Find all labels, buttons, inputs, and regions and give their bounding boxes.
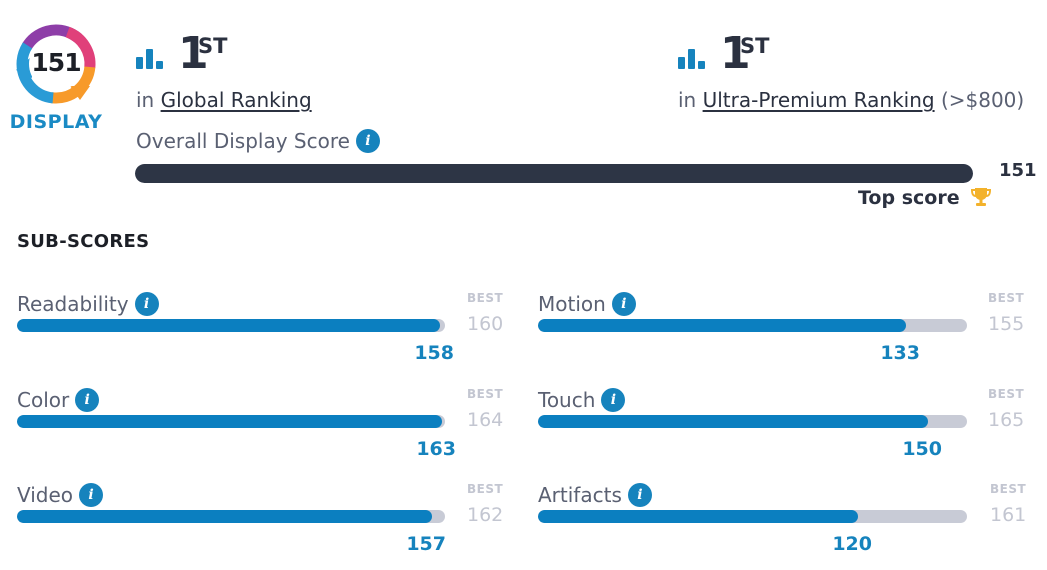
sub-score-video: Video i BEST 162 157 bbox=[17, 482, 504, 570]
best-label: BEST bbox=[988, 387, 1025, 401]
global-ranking-link[interactable]: Global Ranking bbox=[160, 88, 312, 112]
bar-chart-icon bbox=[136, 49, 163, 69]
sub-score-readability: Readability i BEST 160 158 bbox=[17, 291, 504, 382]
price-range: (>$800) bbox=[940, 88, 1025, 112]
sub-score-value: 163 bbox=[416, 438, 456, 460]
best-value: 164 bbox=[467, 409, 504, 431]
sub-score-value: 133 bbox=[880, 342, 920, 364]
best-label: BEST bbox=[467, 482, 504, 496]
sub-score-fill bbox=[17, 510, 432, 523]
sub-score-bar bbox=[17, 319, 445, 332]
sub-score-name: Touch i bbox=[538, 387, 626, 414]
best-value: 161 bbox=[990, 504, 1027, 526]
overall-score-label: Overall Display Score i bbox=[136, 128, 380, 155]
best-label: BEST bbox=[988, 291, 1025, 305]
bar-chart-icon bbox=[678, 49, 705, 69]
best-label: BEST bbox=[467, 387, 504, 401]
sub-score-label: Motion bbox=[538, 292, 606, 316]
sub-score-motion: Motion i BEST 155 133 bbox=[538, 291, 1025, 382]
sub-score-bar bbox=[538, 319, 967, 332]
display-score-badge: 151 DISPLAY bbox=[8, 20, 104, 135]
sub-score-name: Video i bbox=[17, 482, 104, 509]
sub-score-artifacts: Artifacts i BEST 161 120 bbox=[538, 482, 1027, 570]
badge-score: 151 bbox=[31, 48, 81, 77]
info-icon[interactable]: i bbox=[611, 291, 636, 316]
best-label: BEST bbox=[467, 291, 504, 305]
sub-score-label: Color bbox=[17, 388, 70, 412]
sub-score-name: Readability i bbox=[17, 291, 159, 318]
trophy-icon bbox=[971, 187, 992, 206]
sub-score-bar bbox=[538, 415, 967, 428]
info-icon[interactable]: i bbox=[627, 482, 652, 507]
info-icon[interactable]: i bbox=[134, 291, 159, 316]
sub-score-fill bbox=[17, 319, 440, 332]
sub-score-bar bbox=[538, 510, 967, 523]
best-label: BEST bbox=[990, 482, 1027, 496]
rank-suffix: ST bbox=[198, 34, 228, 58]
ultra-premium-ranking-link[interactable]: Ultra-Premium Ranking bbox=[702, 88, 935, 112]
sub-score-value: 157 bbox=[406, 533, 446, 555]
overall-score-text: Overall Display Score bbox=[136, 129, 350, 153]
best-value: 165 bbox=[988, 409, 1025, 431]
rank-prefix: in bbox=[678, 88, 697, 112]
sub-score-touch: Touch i BEST 165 150 bbox=[538, 387, 1025, 478]
best-value: 160 bbox=[467, 313, 504, 335]
best-value: 155 bbox=[988, 313, 1025, 335]
sub-score-label: Readability bbox=[17, 292, 129, 316]
sub-score-name: Artifacts i bbox=[538, 482, 652, 509]
sub-score-label: Video bbox=[17, 483, 74, 507]
info-icon[interactable]: i bbox=[75, 387, 100, 412]
rank-prefix: in bbox=[136, 88, 155, 112]
sub-score-fill bbox=[538, 510, 858, 523]
sub-score-value: 120 bbox=[832, 533, 872, 555]
sub-score-color: Color i BEST 164 163 bbox=[17, 387, 504, 478]
sub-score-value: 150 bbox=[902, 438, 942, 460]
sub-score-label: Artifacts bbox=[538, 483, 622, 507]
sub-score-value: 158 bbox=[414, 342, 454, 364]
sub-score-bar bbox=[17, 510, 445, 523]
sub-scores-heading: SUB-SCORES bbox=[17, 231, 150, 252]
rank-number: 1 bbox=[720, 28, 751, 79]
overall-score-value: 151 bbox=[999, 160, 1037, 181]
info-icon[interactable]: i bbox=[601, 387, 626, 412]
sub-score-fill bbox=[17, 415, 442, 428]
info-icon[interactable]: i bbox=[355, 128, 380, 153]
sub-score-fill bbox=[538, 415, 928, 428]
sub-score-label: Touch bbox=[538, 388, 596, 412]
overall-score-fill bbox=[135, 164, 973, 183]
overall-score-bar bbox=[135, 164, 973, 183]
rank-suffix: ST bbox=[740, 34, 770, 58]
badge-label: DISPLAY bbox=[9, 111, 103, 133]
best-value: 162 bbox=[467, 504, 504, 526]
top-score-indicator: Top score bbox=[858, 187, 992, 210]
info-icon[interactable]: i bbox=[79, 482, 104, 507]
sub-score-name: Color i bbox=[17, 387, 100, 414]
badge-ring-icon bbox=[16, 24, 96, 104]
sub-score-bar bbox=[17, 415, 445, 428]
sub-score-fill bbox=[538, 319, 906, 332]
top-score-label: Top score bbox=[858, 187, 960, 209]
rank-number: 1 bbox=[178, 28, 209, 79]
sub-score-name: Motion i bbox=[538, 291, 636, 318]
